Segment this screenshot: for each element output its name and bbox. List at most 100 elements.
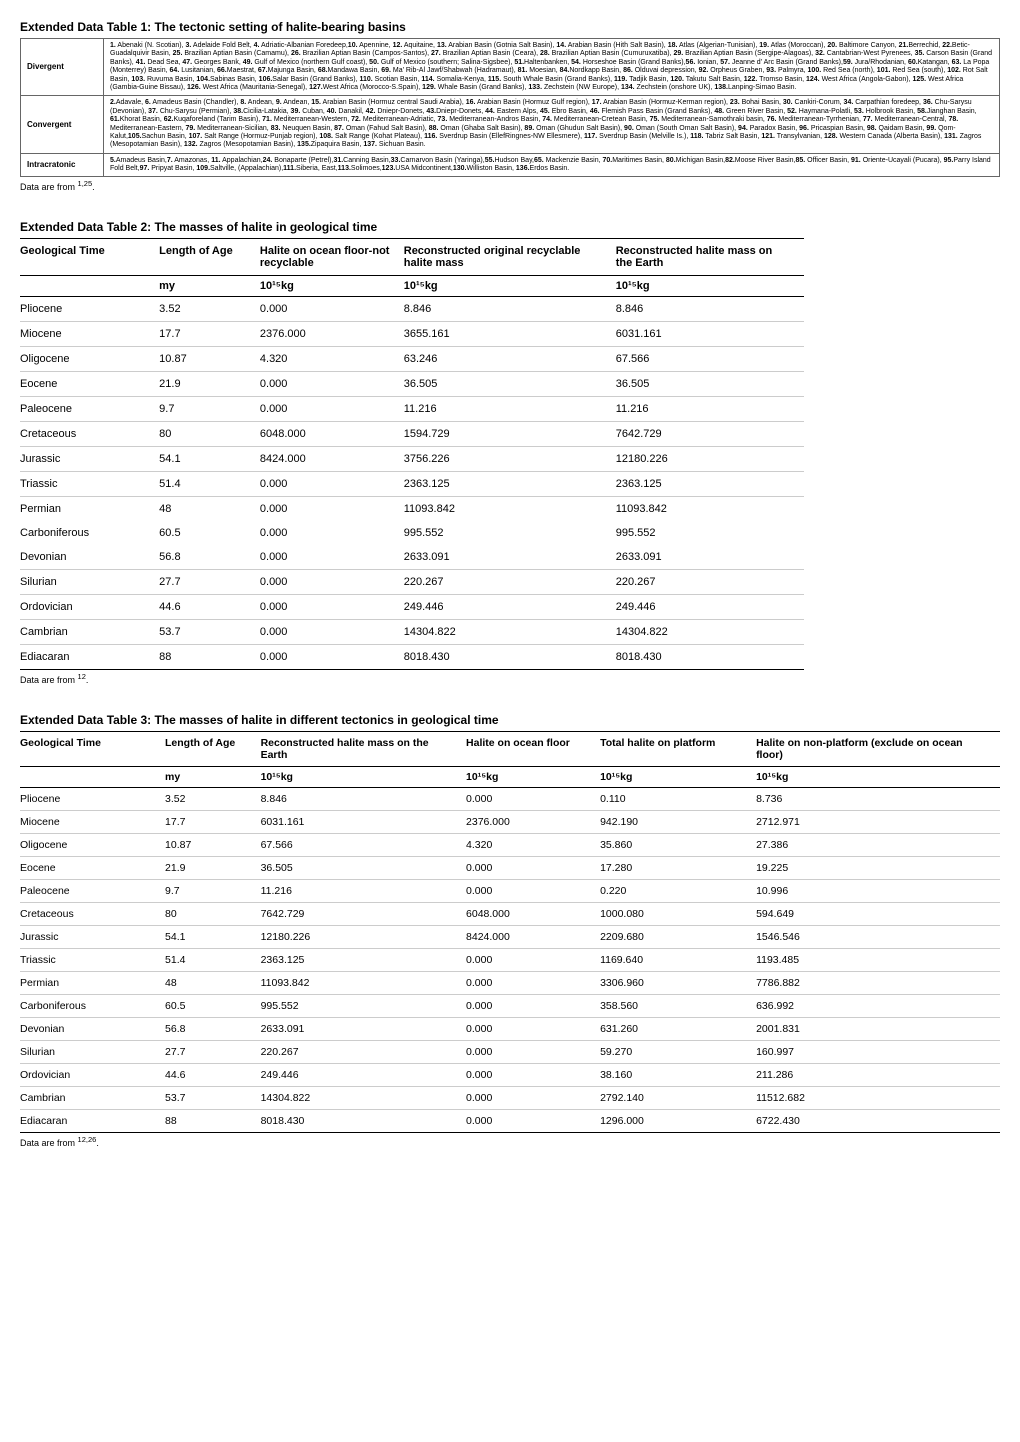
data-cell: 12180.226 [261,926,466,949]
data-cell: 995.552 [404,521,616,545]
data-cell: 9.7 [159,397,260,422]
data-cell: 0.000 [466,972,600,995]
data-cell: 1000.080 [600,903,756,926]
data-cell: 0.000 [260,397,404,422]
data-cell: 21.9 [159,372,260,397]
data-cell: 3756.226 [404,447,616,472]
data-cell: 358.560 [600,995,756,1018]
data-cell: Silurian [20,570,159,595]
unit-header: 10¹⁵kg [260,276,404,297]
data-cell: 8018.430 [404,645,616,670]
table2-title: Extended Data Table 2: The masses of hal… [20,220,1000,234]
data-cell: 56.8 [159,545,260,570]
unit-header: 10¹⁵kg [600,767,756,788]
tectonic-label: Intracratonic [21,153,104,177]
tectonic-label: Divergent [21,39,104,96]
data-cell: Silurian [20,1041,165,1064]
data-cell: 88 [165,1110,261,1133]
data-cell: 80 [165,903,261,926]
data-cell: 11093.842 [616,497,804,522]
data-cell: Eocene [20,857,165,880]
data-cell: 6722.430 [756,1110,1000,1133]
data-cell: 995.552 [616,521,804,545]
data-cell: Ediacaran [20,1110,165,1133]
data-cell: 59.270 [600,1041,756,1064]
table3-title: Extended Data Table 3: The masses of hal… [20,713,1000,727]
data-cell: 220.267 [404,570,616,595]
data-cell: Ediacaran [20,645,159,670]
column-header: Halite on ocean floor-not recyclable [260,239,404,276]
data-cell: 249.446 [616,595,804,620]
data-cell: 21.9 [165,857,261,880]
data-cell: 249.446 [261,1064,466,1087]
data-cell: 249.446 [404,595,616,620]
unit-header: 10¹⁵kg [616,276,804,297]
data-cell: 6031.161 [616,322,804,347]
data-cell: 17.7 [159,322,260,347]
table3-footnote: Data are from 12,26. [20,1135,1000,1148]
data-cell: 0.000 [466,880,600,903]
data-cell: Cambrian [20,1087,165,1110]
data-cell: 6048.000 [466,903,600,926]
data-cell: 11.216 [616,397,804,422]
data-cell: 44.6 [165,1064,261,1087]
data-cell: 8018.430 [261,1110,466,1133]
halite-tectonics-table: Geological TimeLength of AgeReconstructe… [20,731,1000,1133]
unit-header [20,276,159,297]
data-cell: 0.110 [600,788,756,811]
column-header: Halite on ocean floor [466,732,600,767]
data-cell: 0.000 [260,645,404,670]
tectonic-basins: 1. Abenaki (N. Scotian), 3. Adelaide Fol… [104,39,1000,96]
data-cell: 51.4 [165,949,261,972]
data-cell: 3.52 [159,297,260,322]
data-cell: Ordovician [20,595,159,620]
data-cell: 2001.831 [756,1018,1000,1041]
data-cell: Oligocene [20,834,165,857]
data-cell: 0.000 [466,1110,600,1133]
data-cell: 11093.842 [404,497,616,522]
tectonic-basins: 5.Amadeus Basin,7. Amazonas, 11. Appalac… [104,153,1000,177]
data-cell: 160.997 [756,1041,1000,1064]
data-cell: 11.216 [404,397,616,422]
data-cell: 63.246 [404,347,616,372]
data-cell: 2712.971 [756,811,1000,834]
data-cell: 56.8 [165,1018,261,1041]
data-cell: Cambrian [20,620,159,645]
unit-header: 10¹⁵kg [261,767,466,788]
data-cell: 7786.882 [756,972,1000,995]
data-cell: 27.386 [756,834,1000,857]
data-cell: 594.649 [756,903,1000,926]
data-cell: Pliocene [20,788,165,811]
data-cell: 1546.546 [756,926,1000,949]
data-cell: 53.7 [159,620,260,645]
data-cell: 0.000 [466,788,600,811]
data-cell: Cretaceous [20,422,159,447]
data-cell: Devonian [20,1018,165,1041]
data-cell: 67.566 [616,347,804,372]
data-cell: 51.4 [159,472,260,497]
column-header: Length of Age [165,732,261,767]
data-cell: 1594.729 [404,422,616,447]
data-cell: 0.000 [260,521,404,545]
data-cell: 14304.822 [404,620,616,645]
data-cell: 44.6 [159,595,260,620]
data-cell: 11093.842 [261,972,466,995]
data-cell: 2363.125 [404,472,616,497]
unit-header: 10¹⁵kg [756,767,1000,788]
tectonic-table: Divergent1. Abenaki (N. Scotian), 3. Ade… [20,38,1000,177]
table1-footnote: Data are from 1,25. [20,179,1000,192]
data-cell: 2209.680 [600,926,756,949]
unit-header: my [159,276,260,297]
data-cell: 12180.226 [616,447,804,472]
data-cell: 8.846 [404,297,616,322]
data-cell: Jurassic [20,447,159,472]
data-cell: 1169.640 [600,949,756,972]
data-cell: 88 [159,645,260,670]
column-header: Reconstructed original recyclable halite… [404,239,616,276]
data-cell: Devonian [20,545,159,570]
data-cell: 38.160 [600,1064,756,1087]
data-cell: 36.505 [616,372,804,397]
data-cell: 0.000 [466,857,600,880]
column-header: Reconstructed halite mass on the Earth [616,239,804,276]
data-cell: 0.000 [466,1018,600,1041]
